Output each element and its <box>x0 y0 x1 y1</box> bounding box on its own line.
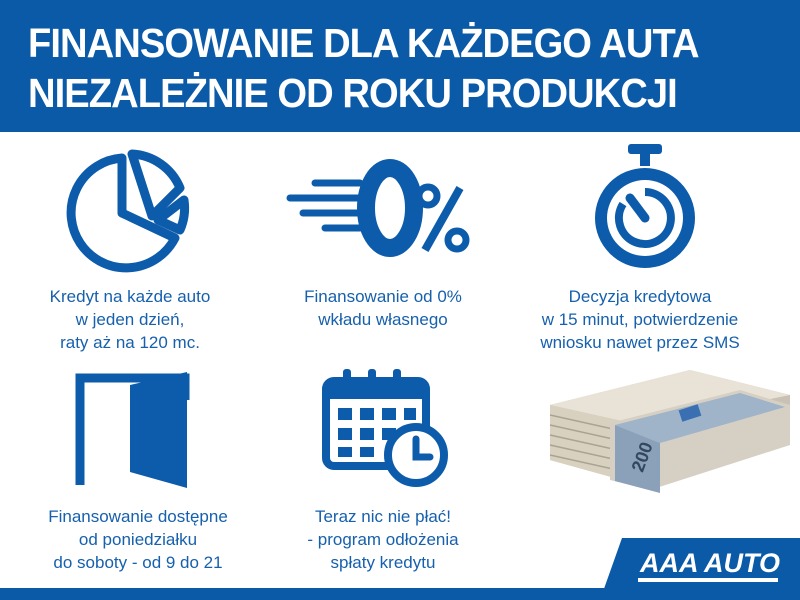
caption-line: do soboty - od 9 do 21 <box>53 553 223 572</box>
banknotes-stack-icon: 200 <box>549 370 790 493</box>
caption-line: wniosku nawet przez SMS <box>540 333 740 352</box>
aaa-auto-logo: AAA AUTO <box>600 538 800 600</box>
footer-bar <box>0 588 800 600</box>
stopwatch-icon <box>595 144 695 268</box>
feature-caption-zero-down: Finansowanie od 0% wkładu własnego <box>253 285 513 331</box>
headline-line-2: NIEZALEŻNIE OD ROKU PRODUKCJI <box>28 70 678 116</box>
caption-line: Teraz nic nie płać! <box>314 507 452 526</box>
caption-line: spłaty kredytu <box>330 553 436 572</box>
caption-line: w 15 minut, potwierdzenie <box>541 310 739 329</box>
caption-line: raty aż na 120 mc. <box>60 333 200 352</box>
feature-caption-hours: Finansowanie dostępne od poniedziałku do… <box>8 505 268 574</box>
feature-caption-decision: Decyzja kredytowa w 15 minut, potwierdze… <box>510 285 770 354</box>
caption-line: Kredyt na każde auto <box>49 287 211 306</box>
feature-caption-credit: Kredyt na każde auto w jeden dzień, raty… <box>0 285 260 354</box>
caption-line: od poniedziałku <box>78 530 198 549</box>
open-door-icon <box>75 372 190 488</box>
zero-percent-icon <box>286 159 470 257</box>
caption-line: w jeden dzień, <box>75 310 185 329</box>
headline-line-1: FINANSOWANIE DLA KAŻDEGO AUTA <box>28 20 700 66</box>
caption-line: wkładu własnego <box>318 310 448 329</box>
pie-chart-icon <box>66 149 190 273</box>
calendar-clock-icon <box>322 369 448 487</box>
feature-caption-deferral: Teraz nic nie płać! - program odłożenia … <box>253 505 513 574</box>
caption-line: Finansowanie od 0% <box>304 287 462 306</box>
logo-text: AAA AUTO <box>639 548 780 578</box>
caption-line: Finansowanie dostępne <box>48 507 228 526</box>
caption-line: - program odłożenia <box>307 530 459 549</box>
caption-line: Decyzja kredytowa <box>568 287 712 306</box>
header-banner: FINANSOWANIE DLA KAŻDEGO AUTA NIEZALEŻNI… <box>0 0 800 132</box>
